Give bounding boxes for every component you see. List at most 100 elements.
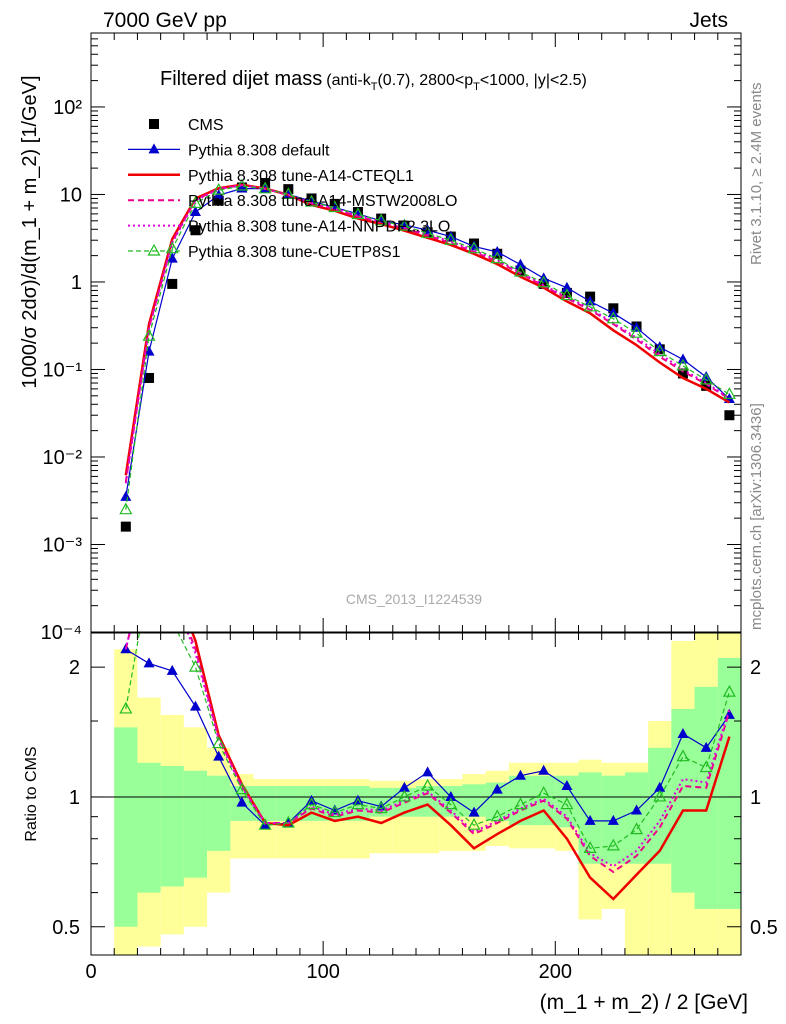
ratio-panel: 0.5 0.5 1 1 2 2 0 100 200 Ratio to CMS (m_1 + m_2)… [23, 616, 778, 1014]
band-green [160, 765, 184, 887]
title-cuts-sub2: T [473, 81, 480, 93]
ratio-data-point [631, 804, 643, 815]
ratio-data-point [538, 764, 550, 775]
band-green [694, 686, 718, 909]
x-tick-label: 0 [85, 961, 96, 983]
ratio-data-point [677, 727, 689, 738]
data-point [677, 353, 689, 364]
data-point [212, 182, 226, 195]
y-tick-label: 10⁻³ [43, 534, 83, 556]
ratio-data-point [722, 684, 736, 697]
data-point [490, 251, 504, 264]
ratio-data-point [513, 797, 527, 810]
band-green [555, 775, 579, 828]
x-tick-label: 200 [539, 961, 572, 983]
band-green [137, 762, 161, 893]
ratio-data-point [143, 657, 155, 668]
ratio-data-point [351, 797, 365, 810]
ratio-data-point [328, 805, 342, 818]
main-panel: 10⁻⁴ 10⁻³ 10⁻² 10⁻¹ 1 10 10² 1000/σ 2dσ)/d(m_1 … [19, 32, 742, 644]
ratio-data-point [119, 701, 133, 714]
main-series-group [119, 178, 736, 532]
data-point [724, 410, 735, 421]
ratio-data-point [374, 801, 388, 814]
data-point [467, 241, 481, 254]
ratio-data-point [560, 797, 574, 810]
side-label-mcplots: mcplots.cern.ch [arXiv:1306.3436] [748, 403, 765, 630]
ratio-data-point [444, 797, 458, 810]
data-point [397, 218, 411, 231]
band-green [183, 770, 208, 878]
ratio-data-point [699, 760, 713, 773]
ratio-y-axis-label: Ratio to CMS [23, 746, 40, 841]
band-green [207, 775, 231, 851]
ratio-data-point [630, 822, 644, 835]
ratio-data-point [561, 780, 573, 791]
data-point [120, 490, 132, 501]
data-point [701, 380, 712, 391]
ratio-data-point [258, 817, 272, 830]
data-point [188, 196, 202, 209]
watermark: CMS_2013_I1224539 [346, 591, 482, 607]
ratio-data-point [654, 781, 666, 792]
data-point [258, 181, 272, 194]
y-tick-label: 10² [53, 97, 82, 119]
legend: CMS Pythia 8.308 default Pythia 8.308 tune… [128, 117, 457, 261]
ratio-data-point [166, 664, 178, 675]
data-point [142, 328, 156, 341]
legend-label: Pythia 8.308 default [188, 142, 330, 159]
plot-title: Filtered dijet mass (anti-kT(0.7), 2800<p… [160, 68, 587, 93]
legend-marker [149, 119, 159, 129]
header-left: 7000 GeV pp [103, 9, 227, 32]
ratio-data-point [213, 750, 225, 761]
ratio-data-point [584, 814, 596, 825]
ratio-data-point [188, 659, 202, 672]
legend-label: Pythia 8.308 tune-CUETP8S1 [188, 244, 401, 261]
data-point [538, 278, 549, 289]
data-point [630, 325, 644, 338]
data-point [165, 241, 179, 254]
band-green [276, 786, 300, 821]
legend-label: Pythia 8.308 tune-A14-MSTW2008LO [188, 193, 457, 210]
ratio-y-tick-label: 1 [69, 787, 80, 809]
data-point [561, 287, 572, 298]
data-point [119, 502, 133, 515]
data-point [167, 278, 178, 289]
ratio-data-point [653, 789, 667, 802]
data-point [235, 178, 249, 191]
series-line [124, 184, 730, 482]
band-green [253, 786, 277, 821]
ratio-data-point [514, 769, 526, 780]
ratio-data-point [467, 817, 481, 830]
ratio-data-point [167, 616, 178, 626]
ratio-data-point [421, 778, 435, 791]
header-right: Jets [689, 9, 728, 32]
ratio-y-tick-label: 0.5 [52, 917, 80, 939]
x-tick-label: 100 [306, 961, 339, 983]
data-point [537, 275, 551, 288]
band-green [485, 782, 509, 821]
ratio-y-tick-label-right: 2 [750, 657, 761, 679]
ratio-data-point [281, 815, 295, 828]
x-axis-label: (m_1 + m_2) / 2 [GeV] [540, 991, 748, 1014]
legend-label: Pythia 8.308 tune-A14-CTEQL1 [188, 168, 414, 185]
legend-label: CMS [188, 117, 224, 134]
data-point [351, 207, 365, 220]
y-tick-label: 10⁻⁴ [41, 622, 82, 644]
ratio-data-point [445, 790, 457, 801]
data-point [515, 265, 526, 276]
data-point [190, 225, 201, 236]
data-point [144, 372, 155, 383]
data-point [560, 288, 574, 301]
data-point [189, 206, 201, 217]
ratio-series-group [119, 616, 736, 901]
data-point [374, 213, 388, 226]
data-point [281, 187, 295, 200]
data-point [513, 264, 527, 277]
ratio-data-point [398, 781, 410, 792]
title-cuts-rest: (0.7), 2800<p [377, 72, 473, 89]
y-tick-label: 10⁻² [43, 447, 83, 469]
data-point [166, 252, 178, 263]
ratio-data-point [583, 841, 597, 853]
